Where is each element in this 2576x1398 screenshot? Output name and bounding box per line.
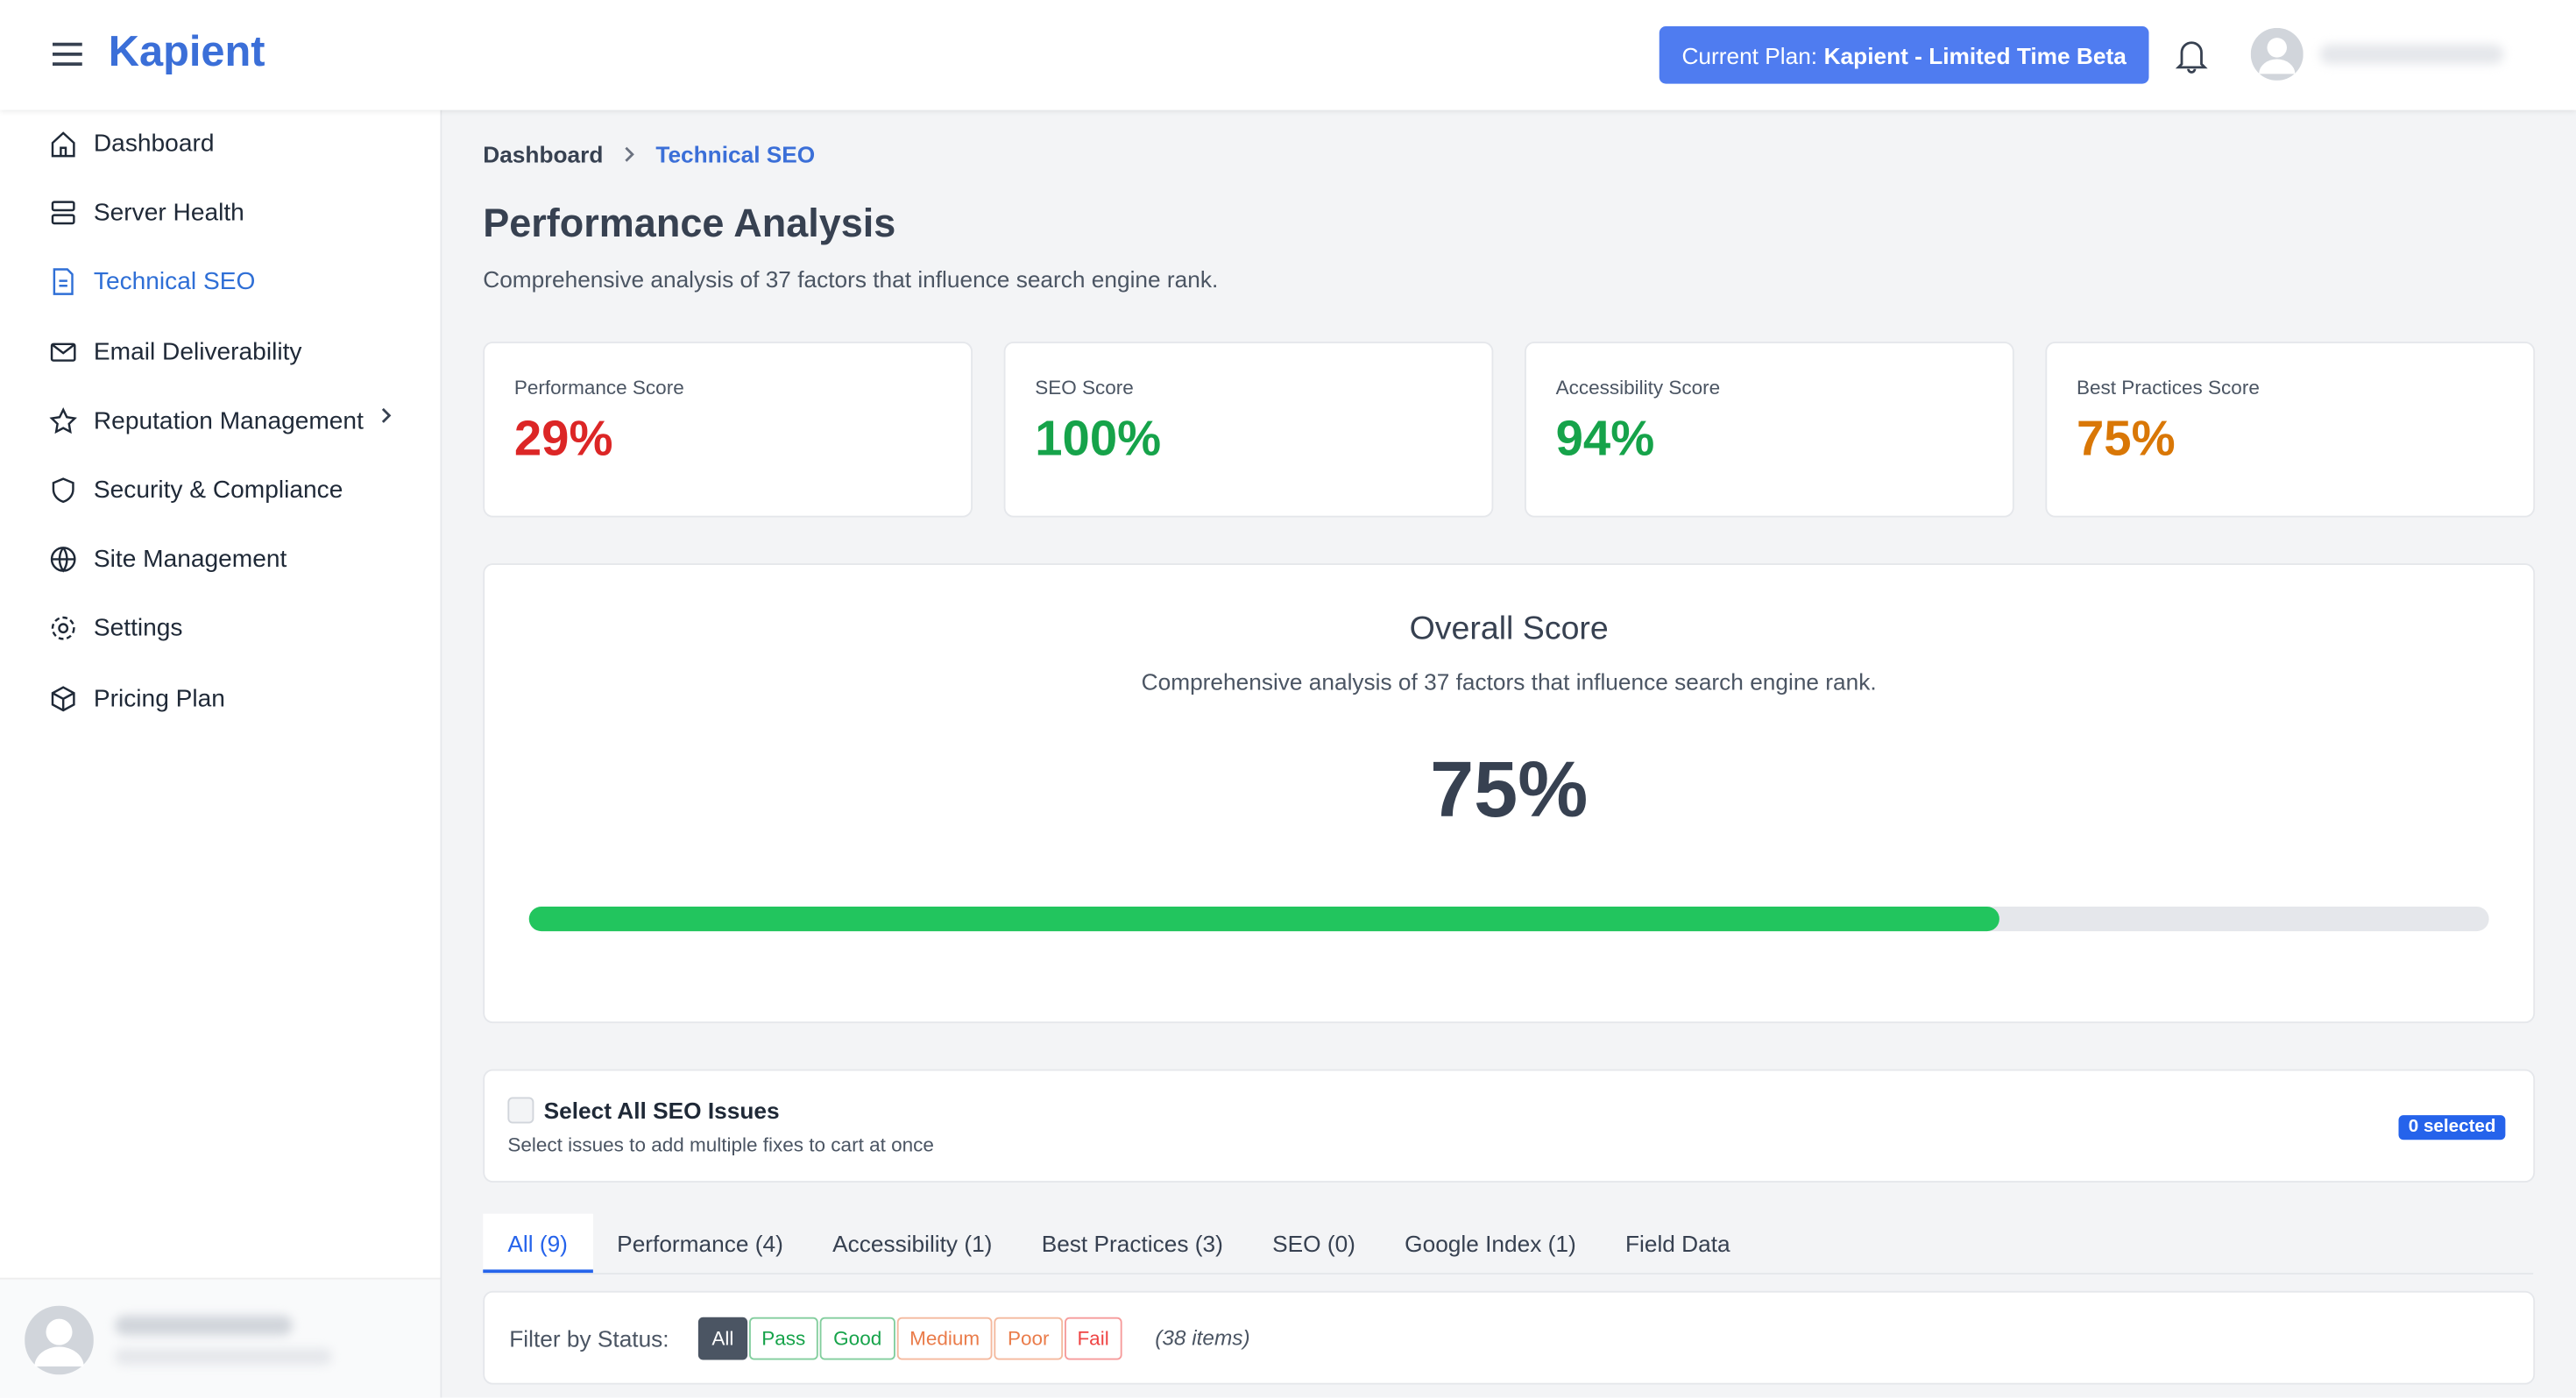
status-chip[interactable]: Pass <box>748 1316 819 1359</box>
nav-icon <box>51 131 75 158</box>
overall-subtitle: Comprehensive analysis of 37 factors tha… <box>1141 668 1877 695</box>
tab[interactable]: Best Practices (3) <box>1041 1230 1223 1257</box>
plan-button[interactable]: Current Plan: Kapient - Limited Time Beta <box>1659 26 2149 84</box>
score-value: 75% <box>2077 412 2176 467</box>
tab[interactable]: Field Data <box>1624 1230 1730 1257</box>
user-name-blurred <box>2319 44 2504 65</box>
chips: All Pass Good Medium Poor Fail <box>698 1316 1123 1359</box>
nav-label: Security & Compliance <box>93 476 343 505</box>
score-label: Accessibility Score <box>1555 376 1721 399</box>
overall-title: Overall Score <box>1409 611 1609 647</box>
nav-label: Email Deliverability <box>93 337 302 366</box>
nav-icon <box>51 617 75 641</box>
selected-badge: 0 selected <box>2398 1115 2506 1140</box>
tab[interactable]: All (9) <box>483 1213 593 1274</box>
score-value: 100% <box>1035 412 1162 467</box>
nav-item[interactable]: Dashboard <box>49 130 214 158</box>
nav-icon <box>51 685 75 711</box>
nav-label: Site Management <box>93 545 287 574</box>
nav-icon <box>53 269 74 296</box>
nav-label: Dashboard <box>93 130 215 158</box>
plan-label: Current Plan: <box>1681 41 1818 68</box>
chevron <box>625 146 635 162</box>
nav-item[interactable]: Email Deliverability <box>49 337 301 365</box>
breadcrumb: Dashboard Technical SEO <box>483 141 815 167</box>
score-label: Performance Score <box>513 376 684 399</box>
progress-fill <box>528 907 1999 932</box>
page-subtitle: Comprehensive analysis of 37 factors tha… <box>483 265 1219 293</box>
nav-icon <box>51 201 75 225</box>
plan-name: Kapient - Limited Time Beta <box>1823 41 2127 68</box>
checkbox[interactable] <box>507 1097 534 1124</box>
nav-item[interactable]: Site Management <box>49 546 287 574</box>
score-card: Best Practices Score 75% <box>2045 342 2536 518</box>
score-card: Performance Score 29% <box>483 342 973 518</box>
status-chip[interactable]: Poor <box>994 1316 1063 1359</box>
user-avatar <box>25 1305 94 1375</box>
nav-label: Server Health <box>93 199 244 228</box>
score-card: Accessibility Score 94% <box>1525 342 2014 518</box>
bell-icon[interactable] <box>2175 38 2209 74</box>
select-subtitle: Select issues to add multiple fixes to c… <box>507 1133 934 1156</box>
score-card: SEO Score 100% <box>1003 342 1494 518</box>
status-chip[interactable]: Fail <box>1064 1316 1122 1359</box>
status-chip[interactable]: Good <box>820 1316 895 1359</box>
nav-label: Pricing Plan <box>93 684 225 712</box>
tab[interactable]: Google Index (1) <box>1405 1230 1576 1257</box>
item-count: (38 items) <box>1155 1325 1250 1351</box>
nav-item[interactable]: Settings <box>49 614 183 643</box>
nav-item[interactable]: Technical SEO <box>49 268 255 296</box>
score-value: 29% <box>513 412 613 467</box>
crumb: Technical SEO <box>655 141 816 168</box>
progress-track <box>528 907 2489 932</box>
filter-label: Filter by Status: <box>509 1324 669 1352</box>
email-blurred <box>115 1348 332 1366</box>
logo[interactable]: Kapient <box>108 26 265 76</box>
score-value: 94% <box>1555 412 1655 467</box>
chevron <box>382 407 392 423</box>
nav-icon <box>50 547 76 573</box>
nav-icon <box>49 406 77 434</box>
header: Kapient Current Plan: Kapient - Limited T… <box>0 0 2576 110</box>
tab[interactable]: Accessibility (1) <box>832 1230 993 1257</box>
tabs: All (9) Performance (4) Accessibility (1) B… <box>483 1213 2534 1274</box>
status-chip[interactable]: All <box>698 1316 747 1359</box>
user-blurred <box>115 1315 293 1336</box>
page-title: Performance Analysis <box>483 201 896 247</box>
avatar[interactable] <box>2250 27 2304 81</box>
nav-label: Reputation Management <box>93 406 364 435</box>
user-panel <box>0 1277 441 1398</box>
nav-label: Technical SEO <box>93 268 256 297</box>
nav-icon <box>50 342 76 362</box>
crumb[interactable]: Dashboard <box>483 141 604 168</box>
overall-card: Overall Score Comprehensive analysis of … <box>483 563 2536 1024</box>
nav-icon <box>52 477 74 504</box>
nav-item[interactable]: Server Health <box>49 199 244 227</box>
select-all-card: Select All SEO Issues Select issues to a… <box>483 1069 2536 1183</box>
nav-item[interactable]: Reputation Management <box>49 406 407 435</box>
overall-score: 75% <box>1430 747 1589 835</box>
tab[interactable]: Performance (4) <box>617 1230 783 1257</box>
filter-card: Filter by Status: All Pass Good Medium Poor F… <box>483 1290 2536 1385</box>
sidebar: Dashboard Server Health Technical SEO Email… <box>0 109 442 1398</box>
nav-item[interactable]: Pricing Plan <box>49 684 225 712</box>
score-label: Best Practices Score <box>2077 376 2260 399</box>
nav-label: Settings <box>93 614 183 643</box>
tab[interactable]: SEO (0) <box>1272 1230 1355 1257</box>
status-chip[interactable]: Medium <box>896 1316 994 1359</box>
score-label: SEO Score <box>1035 376 1134 399</box>
select-title: Select All SEO Issues <box>543 1097 780 1124</box>
menu-icon[interactable] <box>51 39 84 69</box>
nav-item[interactable]: Security & Compliance <box>49 477 343 505</box>
